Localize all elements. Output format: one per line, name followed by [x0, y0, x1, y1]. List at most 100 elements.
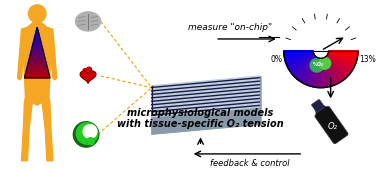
Text: %O₂: %O₂ [313, 62, 324, 67]
Wedge shape [322, 58, 328, 87]
Wedge shape [308, 58, 318, 86]
Circle shape [73, 122, 99, 147]
Wedge shape [322, 58, 330, 87]
Wedge shape [296, 56, 316, 79]
Wedge shape [328, 54, 354, 69]
Polygon shape [316, 105, 328, 116]
Wedge shape [285, 53, 313, 64]
Wedge shape [324, 58, 338, 84]
Wedge shape [285, 52, 313, 61]
Wedge shape [284, 52, 313, 56]
Polygon shape [80, 71, 96, 83]
Polygon shape [34, 39, 40, 41]
Wedge shape [304, 58, 318, 84]
Wedge shape [328, 52, 358, 56]
FancyBboxPatch shape [311, 99, 324, 112]
Wedge shape [328, 53, 356, 62]
Wedge shape [327, 55, 351, 74]
Wedge shape [328, 53, 356, 65]
Polygon shape [33, 41, 41, 42]
Wedge shape [327, 55, 352, 72]
Wedge shape [318, 58, 321, 88]
Circle shape [83, 125, 97, 138]
Text: with tissue-specific O₂ tension: with tissue-specific O₂ tension [117, 119, 284, 129]
Wedge shape [316, 58, 320, 88]
Text: O₂: O₂ [328, 122, 338, 131]
Polygon shape [25, 75, 50, 76]
Wedge shape [311, 58, 319, 87]
Wedge shape [326, 56, 346, 79]
Wedge shape [325, 57, 340, 83]
Polygon shape [32, 46, 42, 47]
Circle shape [319, 57, 331, 69]
Wedge shape [326, 56, 347, 78]
Wedge shape [324, 57, 339, 84]
Wedge shape [323, 58, 331, 87]
Wedge shape [326, 57, 345, 80]
Wedge shape [326, 56, 348, 77]
Wedge shape [294, 56, 316, 78]
Ellipse shape [87, 67, 91, 71]
Circle shape [76, 123, 98, 144]
Wedge shape [327, 56, 349, 76]
Polygon shape [35, 36, 40, 37]
Wedge shape [319, 58, 321, 88]
Wedge shape [293, 56, 315, 76]
Wedge shape [328, 52, 358, 58]
Polygon shape [32, 47, 43, 49]
Wedge shape [323, 58, 334, 86]
Polygon shape [29, 59, 46, 61]
Wedge shape [309, 58, 319, 86]
Wedge shape [328, 54, 355, 66]
Wedge shape [301, 57, 317, 83]
Wedge shape [328, 52, 357, 59]
Polygon shape [30, 53, 44, 54]
Wedge shape [297, 57, 316, 80]
Wedge shape [328, 53, 356, 64]
Wedge shape [325, 57, 343, 81]
Wedge shape [303, 57, 317, 84]
Wedge shape [284, 51, 313, 52]
Polygon shape [33, 44, 42, 46]
Wedge shape [325, 57, 341, 82]
Wedge shape [321, 58, 324, 88]
Wedge shape [321, 58, 325, 88]
Wedge shape [324, 58, 335, 85]
Wedge shape [312, 58, 319, 87]
Wedge shape [324, 58, 336, 85]
Wedge shape [290, 55, 314, 72]
Wedge shape [325, 57, 344, 81]
Wedge shape [329, 51, 358, 52]
Wedge shape [327, 55, 350, 75]
Text: 13%: 13% [359, 55, 376, 64]
Polygon shape [36, 32, 39, 34]
Ellipse shape [75, 12, 101, 31]
Wedge shape [328, 51, 358, 54]
Polygon shape [25, 73, 49, 75]
Circle shape [28, 5, 46, 22]
Wedge shape [299, 57, 316, 81]
Wedge shape [327, 55, 353, 71]
Polygon shape [25, 76, 50, 78]
Wedge shape [284, 52, 313, 59]
Polygon shape [26, 69, 48, 71]
Polygon shape [34, 37, 40, 39]
Wedge shape [291, 55, 315, 74]
Wedge shape [294, 56, 315, 77]
Polygon shape [36, 29, 38, 31]
Circle shape [310, 58, 324, 72]
Wedge shape [328, 52, 357, 61]
Polygon shape [259, 76, 261, 126]
Text: feedback & control: feedback & control [210, 159, 289, 168]
Wedge shape [300, 57, 317, 82]
Circle shape [88, 138, 94, 145]
Circle shape [88, 138, 93, 143]
Polygon shape [27, 66, 47, 68]
Wedge shape [286, 53, 314, 65]
Text: 0%: 0% [271, 55, 283, 64]
Wedge shape [323, 58, 332, 86]
Polygon shape [28, 63, 46, 64]
Wedge shape [321, 58, 322, 88]
Wedge shape [284, 52, 313, 58]
Wedge shape [322, 58, 327, 87]
